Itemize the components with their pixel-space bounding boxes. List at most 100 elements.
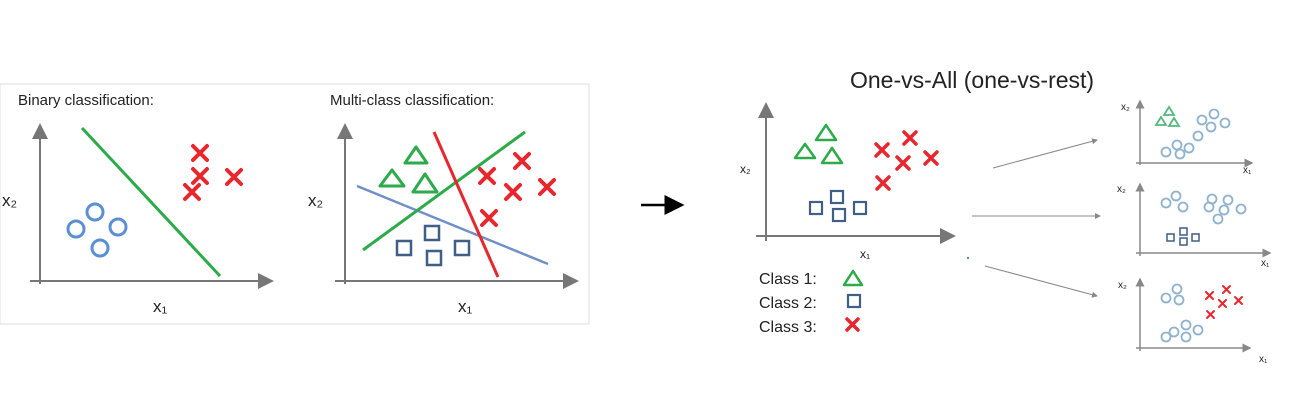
cross-point <box>1222 285 1231 294</box>
binary-ylabel: x₂ <box>2 191 17 210</box>
circle-point <box>1160 197 1172 209</box>
sub3-circles <box>1160 283 1204 343</box>
multiclass-crosses <box>478 152 556 227</box>
binary-xlabel: x₁ <box>153 297 168 316</box>
ova-main-plot: x₂ x₁ <box>740 102 956 261</box>
cross-point <box>504 183 522 201</box>
multiclass-xlabel: x₁ <box>458 297 473 316</box>
square-point <box>831 207 847 223</box>
connector-arrow-3 <box>984 265 1098 298</box>
square-point <box>395 239 413 257</box>
sub3-xlabel: x₁ <box>1259 354 1268 365</box>
multiclass-boundary-green <box>362 130 526 252</box>
cross-point <box>191 167 209 185</box>
circle-point <box>1160 331 1172 343</box>
square-point <box>1179 227 1188 236</box>
connector-arrows <box>972 138 1101 298</box>
binary-decision-boundary <box>80 126 222 278</box>
multiclass-boundary-blue <box>356 184 549 266</box>
circle-point <box>1177 201 1189 213</box>
square-point <box>1179 237 1188 246</box>
triangle-point <box>403 145 429 165</box>
circle-point <box>1180 331 1192 343</box>
subplot-class3-vs-rest: x₂ x₁ <box>1118 277 1268 365</box>
triangle-point <box>378 168 406 188</box>
square-point <box>852 200 868 216</box>
main-triangles <box>793 123 844 165</box>
sub2-ylabel: x₂ <box>1117 184 1126 195</box>
binary-crosses <box>183 144 243 201</box>
cross-point <box>1205 291 1214 300</box>
main-ylabel: x₂ <box>740 162 751 176</box>
cross-point <box>480 209 498 227</box>
circle-point <box>1218 204 1230 216</box>
subplot-class2-vs-rest: x₂ x₁ <box>1117 182 1272 269</box>
sub3-ylabel: x₂ <box>1118 280 1127 291</box>
circle-point <box>1203 201 1215 213</box>
cross-point <box>895 155 911 171</box>
triangle-point <box>1162 105 1176 116</box>
cross-point <box>1218 299 1227 308</box>
sub2-xlabel: x₁ <box>1261 258 1270 269</box>
sub1-xlabel: x₁ <box>1243 165 1252 176</box>
cross-point <box>538 178 556 196</box>
circle-point <box>1212 213 1224 225</box>
circle-point <box>90 238 110 258</box>
left-panel-frame <box>0 83 590 325</box>
triangle-icon <box>842 269 864 287</box>
multiclass-plot: Multi-class classification: x₂ x₁ <box>308 92 579 316</box>
triangle-point <box>820 146 844 165</box>
subplot-class1-vs-rest: x₂ x₁ <box>1121 99 1254 176</box>
cross-point <box>478 167 496 185</box>
square-point <box>829 189 845 205</box>
circle-point <box>1183 142 1195 154</box>
sub3-crosses <box>1205 285 1243 319</box>
ova-title: One-vs-All (one-vs-rest) <box>850 67 1094 93</box>
square-point <box>453 239 471 257</box>
legend-label-class2: Class 2: <box>759 295 817 312</box>
cross-point <box>875 175 891 191</box>
sub1-ylabel: x₂ <box>1121 102 1130 113</box>
main-squares <box>808 189 868 223</box>
square-point <box>808 200 824 216</box>
square-point <box>425 249 443 267</box>
multiclass-title: Multi-class classification: <box>330 92 494 109</box>
cross-point <box>902 130 918 146</box>
circle-point <box>1160 146 1172 158</box>
legend: Class 1: Class 2: Class 3: <box>759 269 864 336</box>
square-point <box>423 224 441 242</box>
circle-point <box>1222 194 1234 206</box>
circle-point <box>1171 139 1183 151</box>
sub1-triangles <box>1154 105 1181 127</box>
circle-point <box>1171 283 1183 295</box>
triangle-point <box>814 123 838 142</box>
connector-arrow-1 <box>992 138 1098 169</box>
circle-point <box>1219 117 1231 129</box>
circle-point <box>66 219 86 239</box>
circle-point <box>108 217 128 237</box>
circle-point <box>1192 130 1204 142</box>
cross-point <box>1206 310 1215 319</box>
multiclass-squares <box>395 224 471 267</box>
circle-point <box>1160 292 1172 304</box>
cross-point <box>513 152 531 170</box>
multiclass-ylabel: x₂ <box>308 191 323 210</box>
multiclass-boundary-red <box>432 131 500 278</box>
binary-circles <box>66 202 128 258</box>
circle-point <box>1208 108 1220 120</box>
binary-title: Binary classification: <box>18 92 154 109</box>
legend-label-class1: Class 1: <box>759 271 817 288</box>
legend-label-class3: Class 3: <box>759 319 817 336</box>
circle-point <box>1173 294 1185 306</box>
triangle-point <box>793 142 817 160</box>
main-crosses <box>874 130 939 191</box>
stray-dot <box>966 256 970 260</box>
cross-point <box>183 183 201 201</box>
circle-point <box>85 202 105 222</box>
circle-point <box>1174 148 1186 160</box>
circle-point <box>1205 121 1217 133</box>
cross-point <box>923 150 939 166</box>
binary-plot: Binary classification: x₂ x₁ <box>2 92 274 316</box>
